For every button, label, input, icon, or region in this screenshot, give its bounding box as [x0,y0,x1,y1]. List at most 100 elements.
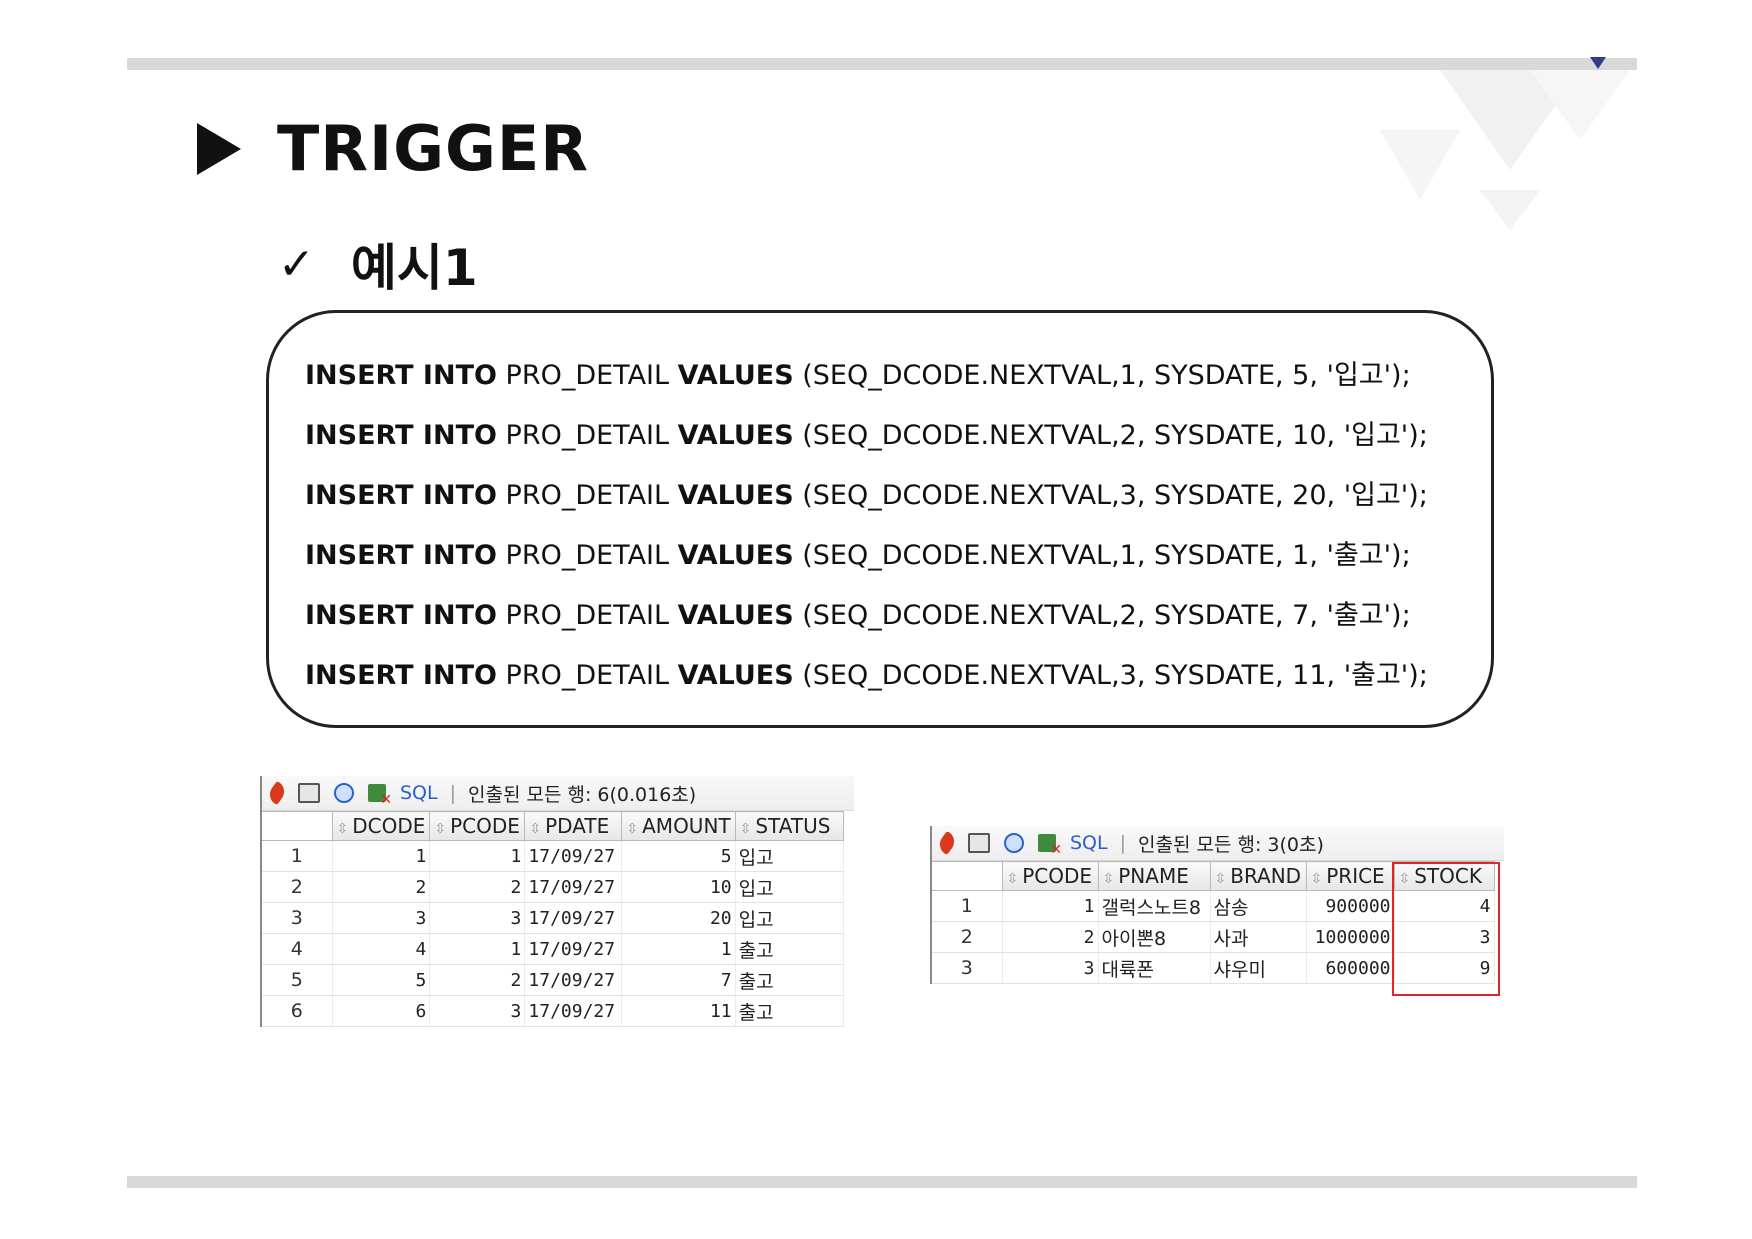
cell[interactable]: 샤우미 [1210,952,1307,984]
row-number: 3 [262,902,333,934]
cell[interactable]: 출고 [735,995,844,1027]
cell[interactable]: 삼송 [1210,890,1307,922]
cell[interactable]: 출고 [735,964,844,996]
cell[interactable]: 6 [332,995,431,1027]
cell[interactable]: 사과 [1210,921,1307,953]
cell[interactable]: 1 [332,840,431,872]
cell[interactable]: 2 [429,871,526,903]
cell[interactable]: 2 [429,964,526,996]
sql-link[interactable]: SQL [400,782,438,804]
cell[interactable]: 17/09/27 [524,871,623,903]
cell[interactable]: 출고 [735,933,844,965]
table-row[interactable]: 2 2 2 17/09/27 10 입고 [262,871,844,903]
subtitle-row: ✓ 예시1 [278,228,478,300]
code-box: INSERT INTO PRO_DETAIL VALUES (SEQ_DCODE… [266,310,1494,728]
table-row[interactable]: 3 3 대륙폰 샤우미 600000 9 [932,952,1495,984]
sort-icon[interactable]: ⇳ [434,821,447,837]
table-row[interactable]: 5 5 2 17/09/27 7 출고 [262,964,844,996]
cell[interactable]: 3 [429,902,526,934]
cell[interactable]: 9 [1394,952,1495,984]
sql-link[interactable]: SQL [1070,832,1108,854]
cell[interactable]: 17/09/27 [524,933,623,965]
column-header[interactable]: ⇳ PDATE [524,811,623,841]
cell[interactable]: 5 [332,964,431,996]
cell[interactable]: 7 [621,964,736,996]
cell[interactable]: 3 [1002,952,1099,984]
sort-icon[interactable]: ⇳ [1310,871,1323,887]
cell[interactable]: 5 [621,840,736,872]
sort-icon[interactable]: ⇳ [529,821,542,837]
cell[interactable]: 3 [1394,921,1495,953]
sort-icon[interactable]: ⇳ [1214,871,1227,887]
table-row[interactable]: 1 1 갤럭스노트8 삼송 900000 4 [932,890,1495,922]
cell[interactable]: 3 [332,902,431,934]
row-number: 3 [932,952,1003,984]
column-header[interactable]: ⇳ DCODE [331,811,431,841]
corner-triangle-icon [1590,57,1606,69]
cell[interactable]: 아이뽄8 [1098,921,1211,953]
toolbar-separator: | [449,782,457,804]
export-excel-icon[interactable] [368,784,392,808]
cell[interactable]: 입고 [735,840,844,872]
fetch-status: 인출된 모든 행: 6(0.016초) [468,783,697,806]
refresh-icon[interactable] [334,783,354,803]
sort-icon[interactable]: ⇳ [336,821,349,837]
cell[interactable]: 3 [429,995,526,1027]
product-result-grid: SQL | 인출된 모든 행: 3(0초) ⇳PCODE ⇳PNAME ⇳BRA… [930,826,1504,996]
cell[interactable]: 입고 [735,871,844,903]
cell[interactable]: 900000 [1306,890,1395,922]
row-number: 6 [262,995,333,1027]
cell[interactable]: 1 [429,840,526,872]
stock-column-highlight [1392,862,1500,996]
table-row[interactable]: 6 6 3 17/09/27 11 출고 [262,995,844,1027]
cell[interactable]: 2 [1002,921,1099,953]
cell[interactable]: 17/09/27 [524,902,623,934]
column-header[interactable]: ⇳ PRICE [1305,861,1395,891]
table-row[interactable]: 1 1 1 17/09/27 5 입고 [262,840,844,872]
column-header[interactable]: ⇳ PCODE [429,811,526,841]
cell[interactable]: 대륙폰 [1098,952,1211,984]
table-row[interactable]: 3 3 3 17/09/27 20 입고 [262,902,844,934]
export-excel-icon[interactable] [1038,834,1062,858]
cell[interactable]: 20 [621,902,736,934]
print-icon[interactable] [968,833,990,853]
pin-icon[interactable] [935,830,959,856]
print-icon[interactable] [298,783,320,803]
row-number: 5 [262,964,333,996]
table-row[interactable]: 2 2 아이뽄8 사과 1000000 3 [932,921,1495,953]
top-divider-bar [127,58,1637,70]
column-header[interactable]: ⇳ BRAND [1209,861,1307,891]
cell[interactable]: 1 [621,933,736,965]
cell[interactable]: 1000000 [1306,921,1395,953]
cell[interactable]: 입고 [735,902,844,934]
column-header[interactable]: ⇳ PCODE [1001,861,1099,891]
cell[interactable]: 11 [621,995,736,1027]
cell[interactable]: 17/09/27 [524,840,623,872]
row-number: 2 [932,921,1003,953]
cell[interactable]: 2 [332,871,431,903]
sort-icon[interactable]: ⇳ [1006,871,1019,887]
sort-icon[interactable]: ⇳ [1102,871,1115,887]
cell[interactable]: 4 [1394,890,1495,922]
sort-icon[interactable]: ⇳ [739,821,752,837]
column-header[interactable]: ⇳ AMOUNT [621,811,736,841]
sort-icon[interactable]: ⇳ [1398,871,1411,887]
cell[interactable]: 1 [429,933,526,965]
cell[interactable]: 17/09/27 [524,995,623,1027]
slide-title-row: TRIGGER [197,112,589,185]
refresh-icon[interactable] [1004,833,1024,853]
column-header[interactable]: ⇳ STOCK [1393,861,1495,891]
decorative-triangles [1380,70,1630,230]
column-header[interactable]: ⇳ STATUS [734,811,844,841]
cell[interactable]: 10 [621,871,736,903]
sort-icon[interactable]: ⇳ [626,821,639,837]
table-row[interactable]: 4 4 1 17/09/27 1 출고 [262,933,844,965]
cell[interactable]: 17/09/27 [524,964,623,996]
column-header[interactable]: ⇳ PNAME [1097,861,1211,891]
cell[interactable]: 4 [332,933,431,965]
cell[interactable]: 600000 [1306,952,1395,984]
cell[interactable]: 1 [1002,890,1099,922]
row-number: 4 [262,933,333,965]
pin-icon[interactable] [265,780,289,806]
cell[interactable]: 갤럭스노트8 [1098,890,1211,922]
